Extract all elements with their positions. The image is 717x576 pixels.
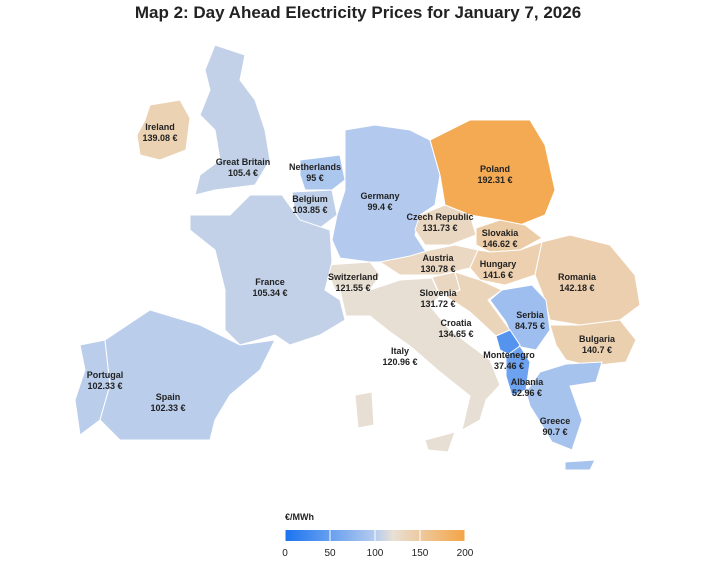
region-name: Portugal bbox=[87, 370, 124, 380]
region bbox=[525, 361, 603, 471]
region-value: 120.96 € bbox=[382, 357, 417, 367]
region bbox=[549, 319, 637, 367]
legend-tick-label: 200 bbox=[457, 548, 474, 559]
region-name: Netherlands bbox=[289, 162, 341, 172]
region-value: 105.4 € bbox=[228, 168, 258, 178]
legend-tick-label: 150 bbox=[412, 548, 429, 559]
region-value: 84.75 € bbox=[515, 321, 545, 331]
region-value: 52.96 € bbox=[512, 388, 542, 398]
region-value: 99.4 € bbox=[367, 202, 392, 212]
regions bbox=[74, 44, 641, 471]
region-value: 102.33 € bbox=[87, 381, 122, 391]
region-value: 131.72 € bbox=[420, 299, 455, 309]
region-value: 139.08 € bbox=[142, 133, 177, 143]
region-name: France bbox=[255, 277, 285, 287]
region bbox=[194, 44, 271, 196]
region-name: Hungary bbox=[480, 259, 517, 269]
region-name: Bulgaria bbox=[579, 334, 616, 344]
legend-tick-label: 0 bbox=[282, 548, 288, 559]
region-name: Austria bbox=[422, 253, 454, 263]
region bbox=[475, 219, 543, 253]
region-name: Italy bbox=[391, 346, 409, 356]
legend-title: €/MWh bbox=[285, 512, 314, 522]
region-value: 142.18 € bbox=[559, 283, 594, 293]
region bbox=[99, 309, 276, 441]
region-name: Slovenia bbox=[419, 288, 457, 298]
region-value: 141.6 € bbox=[483, 270, 513, 280]
region-name: Spain bbox=[156, 392, 181, 402]
region-value: 121.55 € bbox=[335, 283, 370, 293]
region-name: Ireland bbox=[145, 122, 175, 132]
region-value: 192.31 € bbox=[477, 175, 512, 185]
region bbox=[189, 194, 346, 346]
region-value: 131.73 € bbox=[422, 223, 457, 233]
region-value: 134.65 € bbox=[438, 329, 473, 339]
region-name: Montenegro bbox=[483, 350, 535, 360]
region-name: Germany bbox=[360, 191, 399, 201]
region-value: 105.34 € bbox=[252, 288, 287, 298]
region-name: Great Britain bbox=[216, 157, 271, 167]
title: Map 2: Day Ahead Electricity Prices for … bbox=[135, 3, 581, 22]
region-name: Slovakia bbox=[482, 228, 520, 238]
region bbox=[489, 284, 551, 351]
region-name: Switzerland bbox=[328, 272, 378, 282]
region-name: Serbia bbox=[516, 310, 545, 320]
region-value: 90.7 € bbox=[542, 427, 567, 437]
region-value: 102.33 € bbox=[150, 403, 185, 413]
region-name: Poland bbox=[480, 164, 510, 174]
region bbox=[505, 345, 531, 397]
region-value: 146.62 € bbox=[482, 239, 517, 249]
region bbox=[339, 277, 501, 453]
region-name: Croatia bbox=[440, 318, 472, 328]
region-value: 103.85 € bbox=[292, 205, 327, 215]
region-name: Romania bbox=[558, 272, 597, 282]
region bbox=[136, 99, 191, 161]
legend-tick-label: 50 bbox=[324, 548, 336, 559]
region bbox=[429, 119, 556, 226]
region bbox=[324, 261, 381, 291]
region-name: Czech Republic bbox=[406, 212, 473, 222]
region-name: Albania bbox=[511, 377, 545, 387]
region-value: 130.78 € bbox=[420, 264, 455, 274]
region bbox=[414, 204, 477, 246]
region-name: Belgium bbox=[292, 194, 328, 204]
region-value: 37.46 € bbox=[494, 361, 524, 371]
region-value: 95 € bbox=[306, 173, 324, 183]
region-name: Greece bbox=[540, 416, 571, 426]
region-value: 140.7 € bbox=[582, 345, 612, 355]
legend-tick-label: 100 bbox=[367, 548, 384, 559]
legend: €/MWh 0 50 100 150 200 bbox=[282, 512, 474, 559]
